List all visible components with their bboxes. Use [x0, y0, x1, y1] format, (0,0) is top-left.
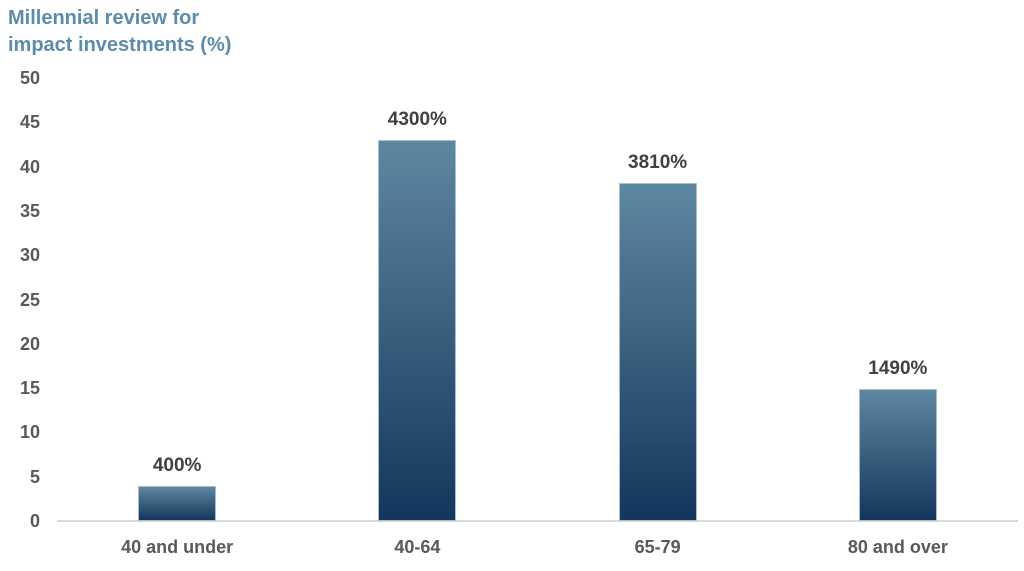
x-axis-line: [57, 520, 1018, 522]
y-axis-tick-label: 10: [19, 422, 40, 443]
y-axis-tick-label: 35: [19, 200, 40, 221]
bar: [138, 485, 217, 521]
x-axis-category-label: 40-64: [394, 537, 441, 557]
bar-value-label: 1490%: [868, 357, 928, 379]
y-axis-tick-label: 50: [19, 68, 40, 88]
bar: [378, 140, 457, 521]
y-axis-tick-label: 20: [19, 333, 40, 354]
chart-title: Millennial review for impact investments…: [8, 5, 231, 59]
x-axis-category-label: 65-79: [634, 537, 681, 557]
x-axis-category-label: 80 and over: [847, 537, 948, 557]
y-axis-tick-label: 15: [19, 378, 40, 399]
y-axis-tick-label: 25: [19, 289, 40, 310]
bar: [858, 388, 937, 521]
chart-title-line2: impact investments (%): [8, 34, 232, 56]
chart-title-line1: Millennial review for: [8, 7, 200, 29]
x-axis-category-label: 40 and under: [121, 537, 234, 557]
bar-value-label: 4300%: [387, 109, 447, 131]
y-axis-tick-label: 40: [19, 156, 40, 177]
bar-value-label: 3810%: [628, 152, 688, 174]
y-axis-tick-label: 5: [29, 466, 40, 487]
y-axis-tick-label: 0: [29, 511, 40, 531]
bar: [618, 183, 697, 521]
bar-value-label: 400%: [152, 454, 202, 476]
y-axis-tick-label: 45: [19, 112, 40, 133]
y-axis-tick-label: 30: [19, 245, 40, 266]
